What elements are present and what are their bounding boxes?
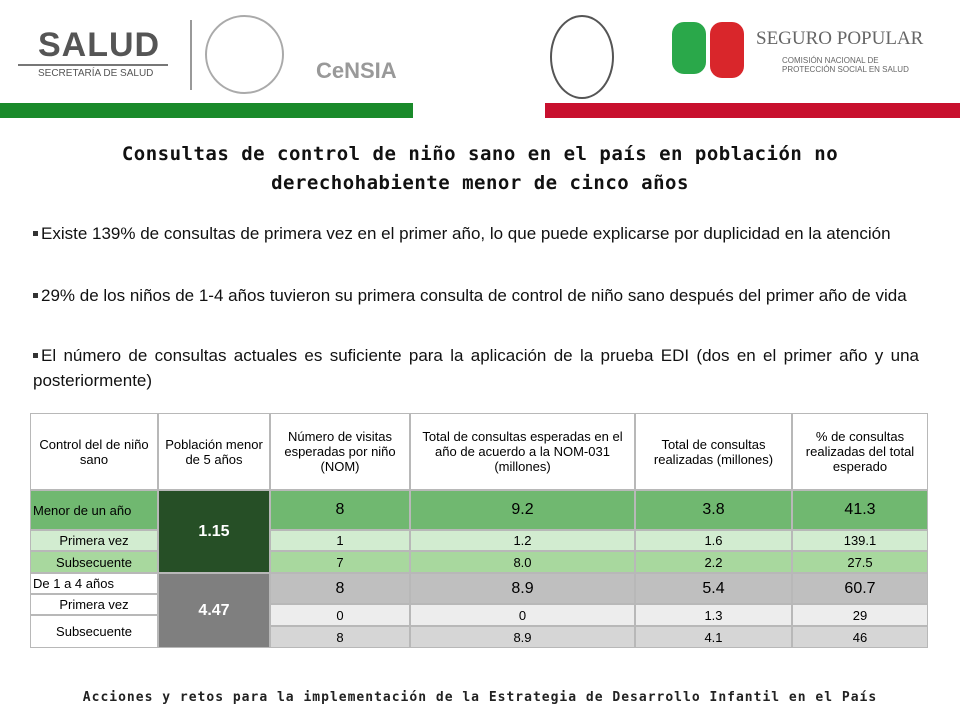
data-cell: 46 (792, 626, 928, 648)
data-cell: 3.8 (635, 490, 792, 530)
seal (205, 15, 284, 94)
data-cell: 29 (792, 604, 928, 626)
data-cell: 8 (270, 626, 410, 648)
data-cell: 1.6 (635, 530, 792, 551)
column-header: Total de consultas realizadas (millones) (635, 413, 792, 490)
data-cell: 60.7 (792, 573, 928, 604)
column-header: Control del de niño sano (30, 413, 158, 490)
row-label: Menor de un año (30, 490, 158, 530)
logo-salud: SALUD (38, 26, 161, 64)
column-header: Número de visitas esperadas por niño (NO… (270, 413, 410, 490)
footer: Acciones y retos para la implementación … (82, 690, 878, 705)
data-cell: 9.2 (410, 490, 635, 530)
green-bar (0, 103, 413, 118)
population-cell: 4.47 (158, 573, 270, 648)
title: Consultas de control de niño sano en el … (121, 143, 839, 194)
data-cell: 8.9 (410, 573, 635, 604)
row-label: Primera vez (30, 594, 158, 615)
data-cell: 7 (270, 551, 410, 573)
column-header: Total de consultas esperadas en el año d… (410, 413, 635, 490)
column-header: Población menor de 5 años (158, 413, 270, 490)
data-cell: 1 (270, 530, 410, 551)
population-cell: 1.15 (158, 490, 270, 573)
row-label: Primera vez (30, 530, 158, 551)
data-cell: 8.0 (410, 551, 635, 573)
data-cell: 0 (410, 604, 635, 626)
data-cell: 1.2 (410, 530, 635, 551)
bullet: El número de consultas actuales es sufic… (33, 343, 919, 393)
logo-seguro-popular-sub: COMISIÓN NACIONAL DE PROTECCIÓN SOCIAL E… (782, 56, 909, 74)
data-cell: 2.2 (635, 551, 792, 573)
logo-rule (18, 64, 168, 66)
divider (190, 20, 192, 90)
column-header: % de consultas realizadas del total espe… (792, 413, 928, 490)
data-cell: 139.1 (792, 530, 928, 551)
row-label: De 1 a 4 años (30, 573, 158, 594)
hospital-seal (550, 15, 614, 99)
red-bar (545, 103, 960, 118)
bullet: Existe 139% de consultas de primera vez … (33, 221, 919, 246)
bullet: 29% de los niños de 1-4 años tuvieron su… (33, 283, 919, 308)
data-cell: 5.4 (635, 573, 792, 604)
data-cell: 27.5 (792, 551, 928, 573)
data-cell: 8 (270, 490, 410, 530)
data-cell: 4.1 (635, 626, 792, 648)
data-cell: 41.3 (792, 490, 928, 530)
logo-censia: CeNSIA (316, 58, 397, 83)
data-cell: 0 (270, 604, 410, 626)
logo-seguro-popular: SEGURO POPULAR (756, 28, 924, 49)
row-label: Subsecuente (30, 551, 158, 573)
row-label: Subsecuente (30, 615, 158, 648)
logo-figure-green (672, 22, 706, 74)
data-cell: 1.3 (635, 604, 792, 626)
logo-figure-red (710, 22, 744, 78)
data-cell: 8.9 (410, 626, 635, 648)
data-cell: 8 (270, 573, 410, 604)
logo-salud-sub: SECRETARÍA DE SALUD (38, 68, 154, 79)
